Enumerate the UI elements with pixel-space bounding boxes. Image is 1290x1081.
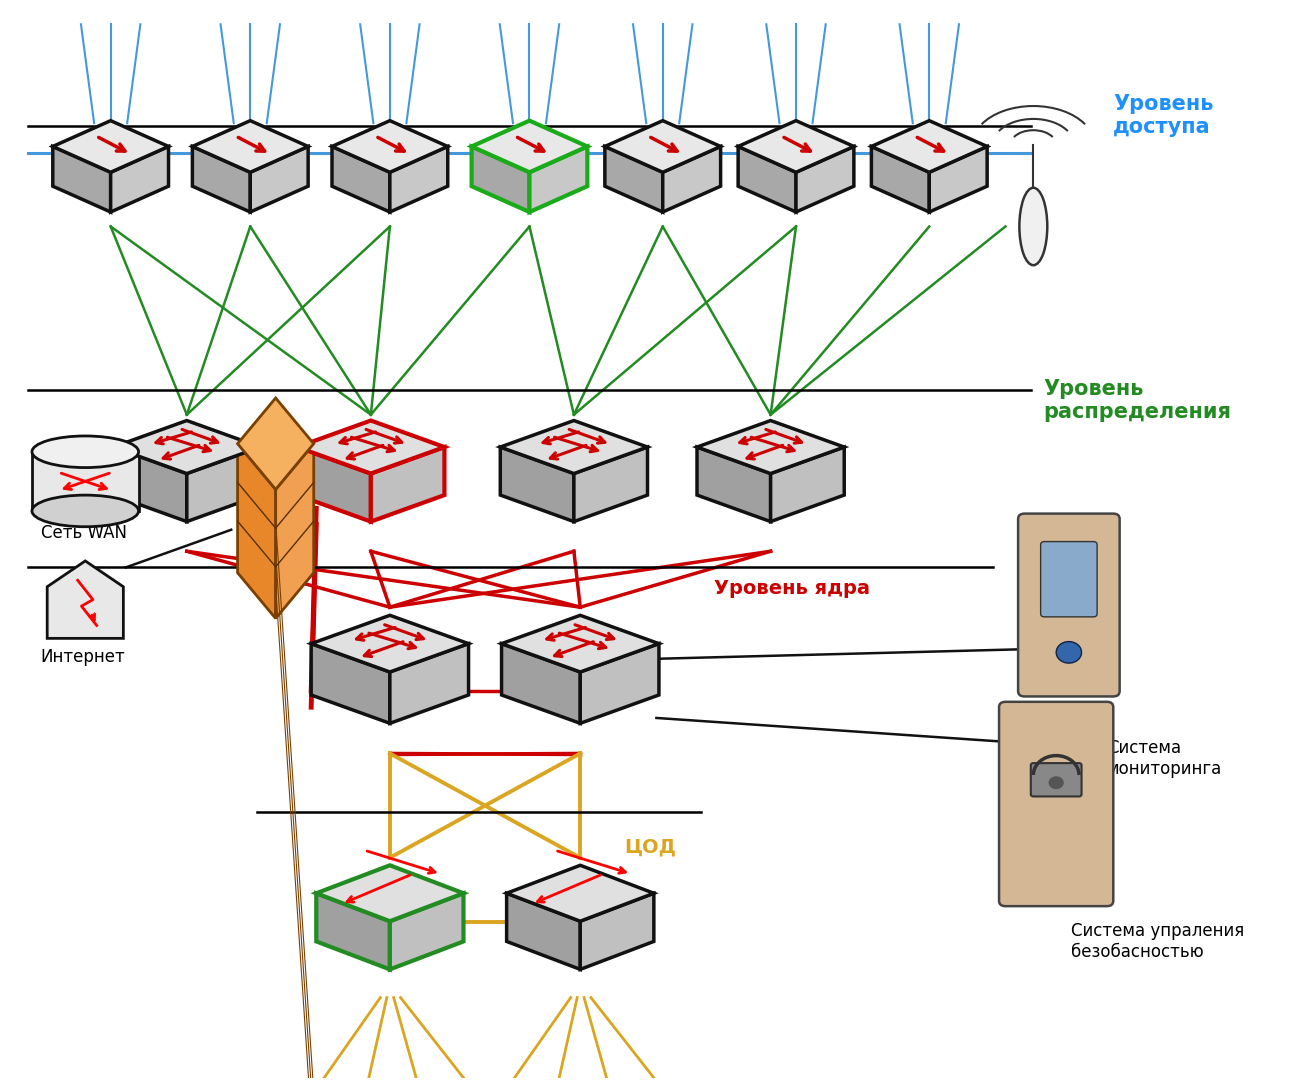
Text: Уровень
распределения: Уровень распределения	[1044, 379, 1232, 423]
Polygon shape	[297, 448, 370, 522]
Bar	[32, 452, 138, 511]
FancyBboxPatch shape	[1031, 763, 1081, 797]
Polygon shape	[796, 146, 854, 212]
Polygon shape	[53, 146, 111, 212]
Text: Уровень
доступа: Уровень доступа	[1113, 94, 1214, 137]
Polygon shape	[332, 121, 448, 172]
Text: Система
мониторинга: Система мониторинга	[1107, 739, 1222, 778]
Polygon shape	[48, 561, 124, 639]
Polygon shape	[738, 121, 854, 172]
Polygon shape	[237, 443, 276, 618]
Polygon shape	[297, 421, 445, 473]
Polygon shape	[390, 893, 463, 970]
Polygon shape	[502, 615, 659, 672]
Text: ЦОД: ЦОД	[624, 838, 676, 856]
Polygon shape	[605, 146, 663, 212]
Circle shape	[1057, 642, 1081, 663]
Polygon shape	[507, 865, 654, 921]
Ellipse shape	[32, 436, 138, 468]
Polygon shape	[390, 146, 448, 212]
Polygon shape	[663, 146, 721, 212]
Polygon shape	[605, 121, 721, 172]
Polygon shape	[114, 448, 187, 522]
Polygon shape	[580, 643, 659, 723]
Polygon shape	[770, 448, 844, 522]
Polygon shape	[192, 146, 250, 212]
Polygon shape	[574, 448, 648, 522]
Polygon shape	[580, 893, 654, 970]
Polygon shape	[472, 121, 587, 172]
Polygon shape	[192, 121, 308, 172]
Polygon shape	[738, 146, 796, 212]
Polygon shape	[311, 615, 468, 672]
Polygon shape	[276, 443, 313, 618]
Ellipse shape	[1019, 188, 1047, 265]
FancyBboxPatch shape	[998, 702, 1113, 906]
Polygon shape	[311, 643, 390, 723]
Polygon shape	[871, 121, 987, 172]
Polygon shape	[472, 146, 529, 212]
Polygon shape	[370, 448, 445, 522]
Polygon shape	[529, 146, 587, 212]
Polygon shape	[316, 893, 390, 970]
Polygon shape	[502, 643, 580, 723]
Polygon shape	[187, 448, 261, 522]
Text: Интернет: Интернет	[41, 648, 125, 666]
Polygon shape	[697, 448, 770, 522]
Polygon shape	[507, 893, 580, 970]
Text: Сеть WAN: Сеть WAN	[41, 524, 126, 543]
Polygon shape	[114, 421, 261, 473]
Polygon shape	[390, 643, 468, 723]
FancyBboxPatch shape	[1041, 542, 1096, 617]
Polygon shape	[316, 865, 463, 921]
Text: Уровень ядра: Уровень ядра	[713, 579, 869, 599]
FancyBboxPatch shape	[1018, 513, 1120, 696]
Polygon shape	[111, 146, 169, 212]
Polygon shape	[501, 448, 574, 522]
Polygon shape	[697, 421, 844, 473]
Polygon shape	[501, 421, 648, 473]
Polygon shape	[237, 398, 313, 490]
Polygon shape	[871, 146, 929, 212]
Polygon shape	[929, 146, 987, 212]
Polygon shape	[332, 146, 390, 212]
Circle shape	[1049, 776, 1064, 789]
Ellipse shape	[32, 495, 138, 526]
Polygon shape	[53, 121, 169, 172]
Polygon shape	[250, 146, 308, 212]
Text: Система упраления
безобасностью: Система упраления безобасностью	[1072, 922, 1245, 961]
